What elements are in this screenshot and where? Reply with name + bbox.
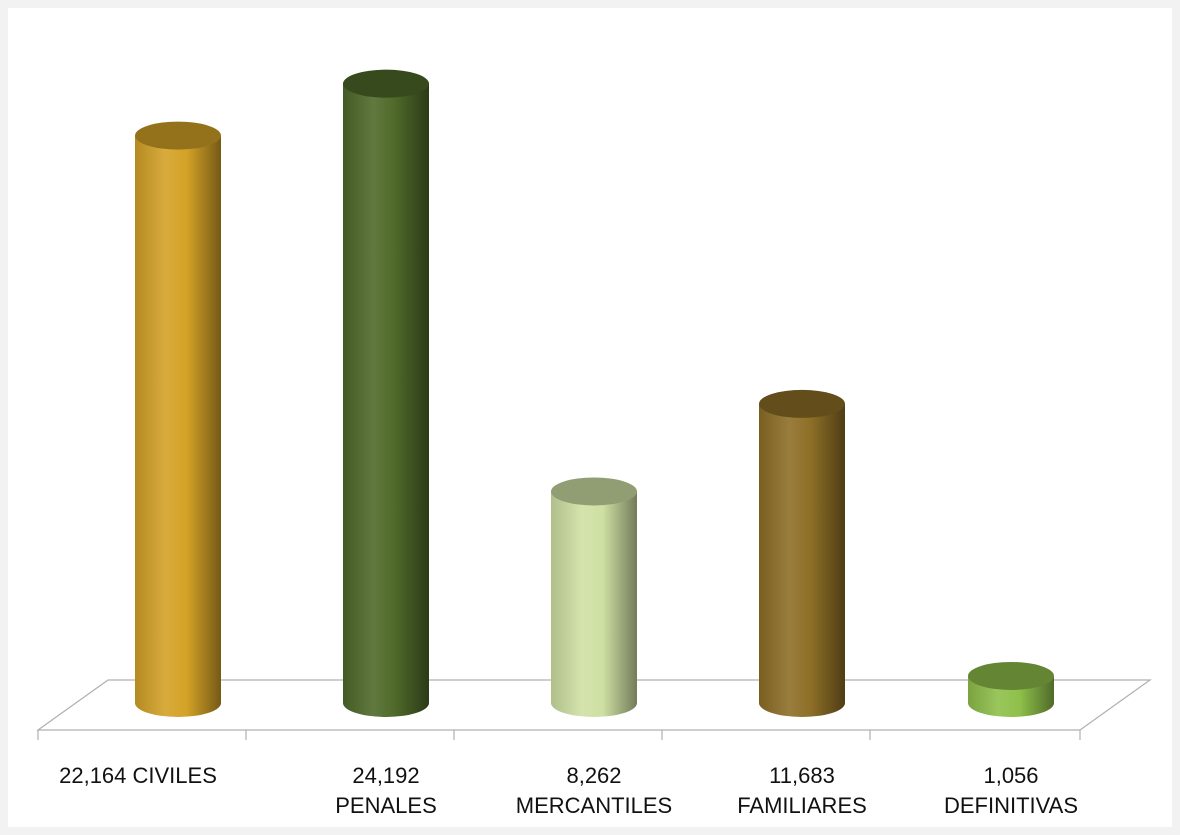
bar-0 xyxy=(135,121,221,718)
category-label: 8,262 xyxy=(566,763,621,788)
bar-body xyxy=(135,135,221,718)
category-label: FAMILIARES xyxy=(737,793,867,818)
bar-top-cap xyxy=(968,661,1054,690)
category-label: MERCANTILES xyxy=(516,793,672,818)
bar-top-cap xyxy=(551,477,637,506)
category-label: PENALES xyxy=(335,793,437,818)
category-label: 1,056 xyxy=(983,763,1038,788)
bar-body xyxy=(759,403,845,717)
category-label: 22,164 CIVILES xyxy=(59,763,217,788)
bar-2 xyxy=(551,477,637,717)
bar-3 xyxy=(759,389,845,717)
bar-top-cap xyxy=(343,69,429,98)
category-labels: 22,164 CIVILES 24,192 PENALES 8,262 MERCANTI… xyxy=(59,763,1078,818)
bar-top-cap xyxy=(759,389,845,418)
bar-body xyxy=(551,491,637,717)
bar-layer xyxy=(135,69,1054,718)
bar-4 xyxy=(968,661,1054,717)
bar-body xyxy=(343,83,429,717)
category-label: 24,192 xyxy=(352,763,419,788)
bar-1 xyxy=(343,69,429,717)
category-label: DEFINITIVAS xyxy=(944,793,1078,818)
category-label: 11,683 xyxy=(769,763,835,788)
bar-top-cap xyxy=(135,121,221,150)
